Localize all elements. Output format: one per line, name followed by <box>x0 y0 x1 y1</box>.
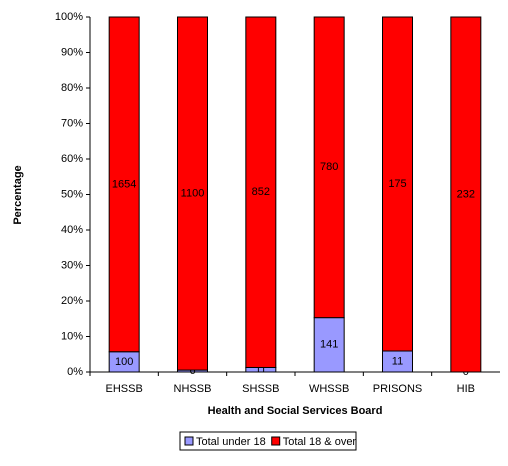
y-tick-label: 80% <box>61 82 83 94</box>
bar-segment <box>382 16 413 352</box>
data-label: 1654 <box>112 178 136 190</box>
y-tick-label: 50% <box>61 188 83 200</box>
bar-segment <box>313 16 345 319</box>
bar-segment <box>108 16 140 353</box>
data-label: 232 <box>457 188 475 200</box>
x-tick-label: PRISONS <box>373 383 423 395</box>
x-tick-label: SHSSB <box>242 383 279 395</box>
x-tick-label: NHSSB <box>174 383 212 395</box>
legend-swatch <box>271 436 281 446</box>
data-label: 100 <box>115 356 133 368</box>
legend-label: Total 18 & over <box>283 436 357 448</box>
data-label: 141 <box>320 339 338 351</box>
y-tick-label: 30% <box>61 259 83 271</box>
data-label: 11 <box>255 364 266 376</box>
y-tick-label: 60% <box>61 153 83 165</box>
data-label: 852 <box>252 186 270 198</box>
bar-segment <box>245 16 277 368</box>
y-tick-label: 100% <box>55 11 83 23</box>
data-label: 11 <box>392 355 403 367</box>
y-tick-label: 10% <box>61 330 83 342</box>
y-tick-label: 70% <box>61 117 83 129</box>
legend-box <box>179 431 357 451</box>
y-tick-label: 40% <box>61 224 83 236</box>
bar-segment <box>450 16 482 373</box>
data-label: 780 <box>320 161 338 173</box>
y-tick-label: 20% <box>61 295 83 307</box>
data-label: 6 <box>189 365 195 377</box>
y-tick-label: 90% <box>61 46 83 58</box>
legend-swatch <box>184 436 194 446</box>
x-tick-label: EHSSB <box>106 383 143 395</box>
legend-label: Total under 18 <box>196 436 266 448</box>
x-axis-title: Health and Social Services Board <box>208 405 383 417</box>
bar-segment <box>177 16 208 371</box>
y-tick-label: 0% <box>67 366 83 378</box>
y-axis-title: Percentage <box>12 165 24 224</box>
data-label: 175 <box>388 178 406 190</box>
x-tick-label: HIB <box>457 383 475 395</box>
data-label: 1100 <box>181 187 205 199</box>
x-tick-label: WHSSB <box>309 383 349 395</box>
